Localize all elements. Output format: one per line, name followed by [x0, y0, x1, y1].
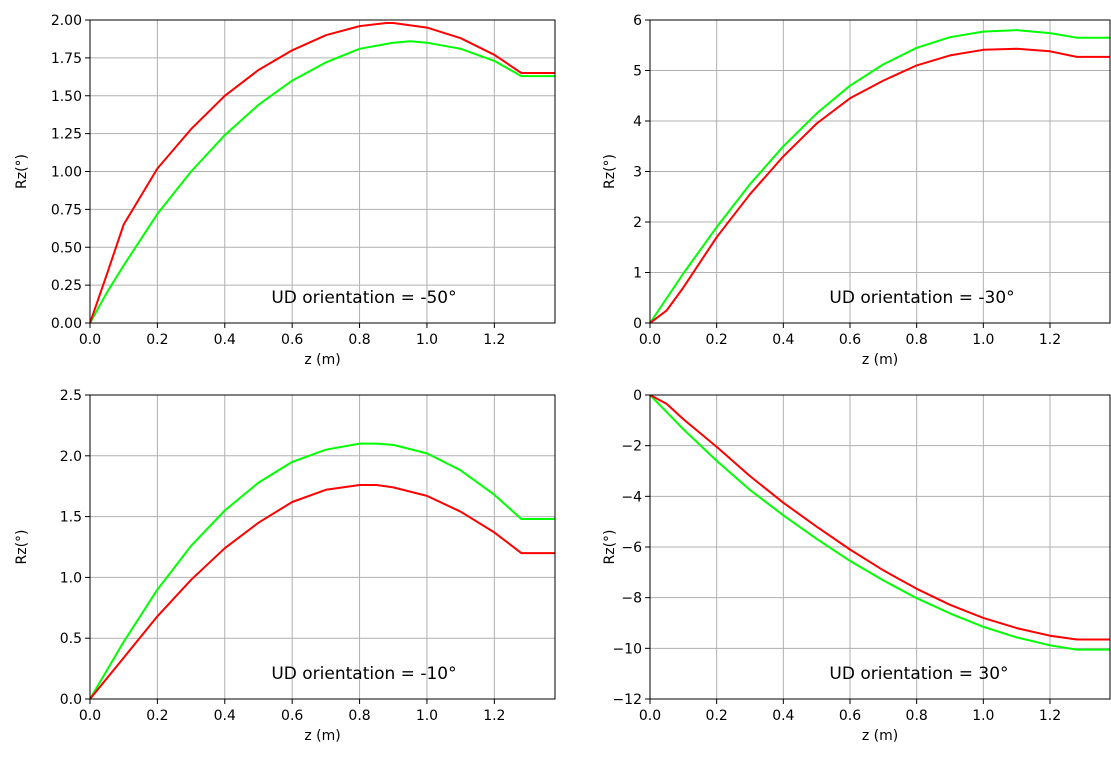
- chart-1-x-tick-label-3: 0.6: [281, 332, 303, 348]
- chart-1-y-tick-label-7: 1.75: [51, 51, 82, 67]
- chart-4-x-tick-label-3: 0.6: [839, 708, 861, 724]
- chart-3-y-tick-label-4: 2.0: [60, 449, 82, 465]
- chart-2-x-tick-label-6: 1.2: [1039, 332, 1061, 348]
- chart-3-series-2-line: [90, 484, 555, 699]
- chart-2-series-1-line: [650, 29, 1110, 323]
- chart-2-series-2-line: [650, 47, 1110, 323]
- chart-4-y-tick-label-2: −8: [621, 591, 642, 607]
- chart-1-x-tick-label-4: 0.8: [348, 332, 370, 348]
- chart-1-series-1-line: [90, 40, 555, 323]
- chart-1-annotation: UD orientation = -50°: [271, 288, 456, 308]
- chart-2-x-tick-label-0: 0.0: [639, 332, 661, 348]
- chart-1-y-tick-label-5: 1.25: [51, 127, 82, 143]
- chart-2-y-tick-label-2: 2: [633, 215, 642, 231]
- chart-1-y-tick-label-1: 0.25: [51, 278, 82, 294]
- chart-1-y-tick-label-2: 0.50: [51, 240, 82, 256]
- chart-4-x-tick-label-5: 1.0: [972, 708, 994, 724]
- subplot-top-left: 0.0 0.2 0.4 0.6 0.8 1.0 1.2 0.00 0.25 0.50 0.75 1.0…: [14, 13, 556, 368]
- chart-2-x-tick-label-5: 1.0: [972, 332, 994, 348]
- chart-3-frame: [89, 394, 556, 700]
- chart-1-y-tick-label-3: 0.75: [51, 202, 82, 218]
- chart-4-series-2-line: [650, 395, 1110, 641]
- chart-4-y-tick-label-5: −2: [621, 439, 642, 455]
- chart-1-x-tick-label-5: 1.0: [416, 332, 438, 348]
- chart-3-y-tick-label-1: 0.5: [60, 631, 82, 647]
- chart-2-annotation: UD orientation = -30°: [829, 288, 1014, 308]
- chart-4-y-axis-label: Rz(°): [602, 530, 618, 565]
- chart-3-x-tick-label-4: 0.8: [348, 708, 370, 724]
- chart-1-series-2-line: [90, 22, 555, 323]
- chart-2-x-tick-label-4: 0.8: [906, 332, 928, 348]
- chart-3-series-1-line: [90, 442, 555, 699]
- chart-3-x-tick-label-1: 0.2: [146, 708, 168, 724]
- chart-2-y-tick-label-1: 1: [633, 266, 642, 282]
- chart-3-x-tick-label-3: 0.6: [281, 708, 303, 724]
- chart-4-y-tick-label-6: 0: [633, 388, 642, 404]
- chart-4-y-tick-label-3: −6: [621, 540, 642, 556]
- chart-2-y-tick-label-3: 3: [633, 165, 642, 181]
- chart-1-y-tick-label-6: 1.50: [51, 89, 82, 105]
- chart-3-y-tick-label-5: 2.5: [60, 388, 82, 404]
- chart-1-y-tick-label-8: 2.00: [51, 13, 82, 29]
- chart-2-x-axis-label: z (m): [862, 352, 898, 368]
- chart-2-y-axis-label: Rz(°): [602, 154, 618, 189]
- chart-1-y-tick-label-4: 1.00: [51, 165, 82, 181]
- subplot-bottom-left: 0.0 0.2 0.4 0.6 0.8 1.0 1.2 0.0 0.5 1.0 1.5 2.0 2.5 z…: [14, 388, 556, 744]
- chart-1-x-axis-label: z (m): [304, 352, 340, 368]
- chart-4-x-tick-label-4: 0.8: [906, 708, 928, 724]
- chart-1-x-tick-label-1: 0.2: [146, 332, 168, 348]
- chart-4-series-1-line: [650, 395, 1110, 651]
- chart-1-y-axis-label: Rz(°): [14, 154, 30, 189]
- chart-2-x-tick-label-2: 0.4: [772, 332, 794, 348]
- chart-3-y-axis-label: Rz(°): [14, 530, 30, 565]
- chart-4-x-tick-label-1: 0.2: [706, 708, 728, 724]
- subplot-top-right: 0.0 0.2 0.4 0.6 0.8 1.0 1.2 0 1 2 3 4 5 6 z (m) Rz(°) UD…: [602, 13, 1111, 368]
- chart-4-x-axis-label: z (m): [862, 728, 898, 744]
- chart-2-y-tick-label-0: 0: [633, 316, 642, 332]
- chart-2-x-tick-label-1: 0.2: [706, 332, 728, 348]
- chart-1-y-tick-label-0: 0.00: [51, 316, 82, 332]
- chart-4-y-tick-label-4: −4: [621, 489, 642, 505]
- subplot-bottom-right: 0.0 0.2 0.4 0.6 0.8 1.0 1.2 −12 −10 −8 −6 −4 −2 0 z (m…: [602, 388, 1111, 744]
- chart-4-annotation: UD orientation = 30°: [829, 664, 1008, 684]
- chart-1-x-tick-label-0: 0.0: [79, 332, 101, 348]
- chart-3-x-tick-label-0: 0.0: [79, 708, 101, 724]
- chart-3-x-tick-label-5: 1.0: [416, 708, 438, 724]
- chart-4-x-tick-label-6: 1.2: [1039, 708, 1061, 724]
- chart-4-x-tick-label-2: 0.4: [772, 708, 794, 724]
- chart-1-x-tick-label-2: 0.4: [214, 332, 236, 348]
- chart-3-y-tick-label-3: 1.5: [60, 510, 82, 526]
- chart-3-y-tick-label-2: 1.0: [60, 570, 82, 586]
- chart-1-x-tick-label-6: 1.2: [483, 332, 505, 348]
- chart-4-y-tick-label-0: −12: [612, 692, 642, 708]
- chart-2-y-tick-label-5: 5: [633, 64, 642, 80]
- chart-2-y-tick-label-4: 4: [633, 114, 642, 130]
- chart-3-x-axis-label: z (m): [304, 728, 340, 744]
- chart-2-y-tick-label-6: 6: [633, 13, 642, 29]
- chart-2-x-tick-label-3: 0.6: [839, 332, 861, 348]
- chart-3-x-tick-label-6: 1.2: [483, 708, 505, 724]
- chart-3-y-tick-label-0: 0.0: [60, 692, 82, 708]
- chart-3-x-tick-label-2: 0.4: [214, 708, 236, 724]
- chart-4-y-tick-label-1: −10: [612, 641, 642, 657]
- chart-3-annotation: UD orientation = -10°: [271, 664, 456, 684]
- chart-4-x-tick-label-0: 0.0: [639, 708, 661, 724]
